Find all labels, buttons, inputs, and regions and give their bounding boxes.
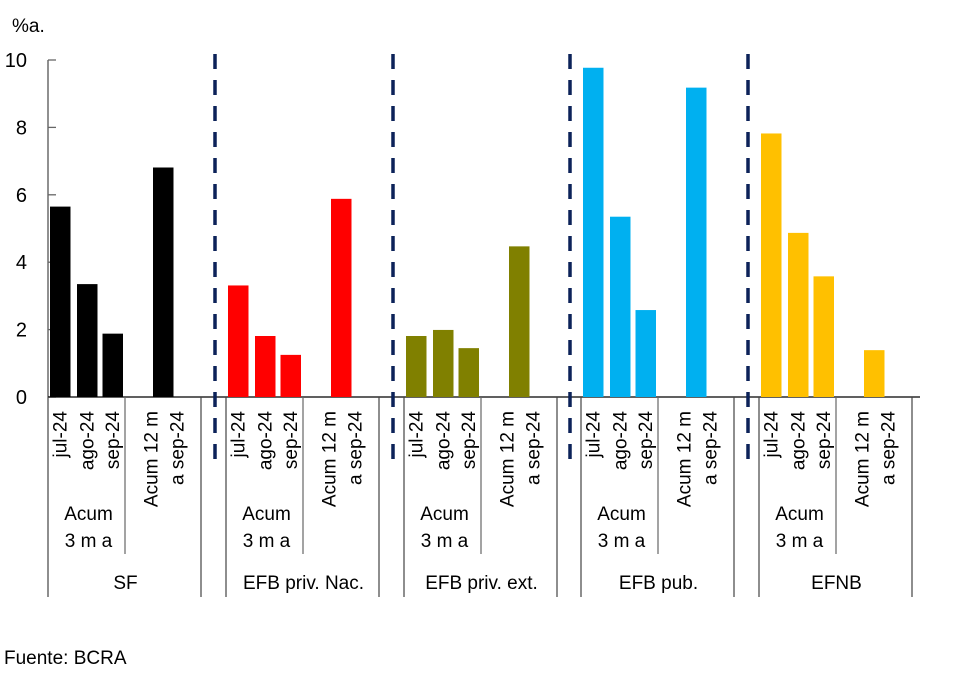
bar-2-3: [280, 354, 301, 397]
subgroup-label-acum3-line1: Acum: [64, 504, 113, 525]
x-tick-label-month: jul-24: [406, 411, 427, 459]
x-tick-label-month: sep-24: [814, 411, 835, 470]
bar-5-4: [864, 350, 885, 397]
bar-5-1: [761, 133, 782, 397]
x-tick-label-month: sep-24: [103, 411, 124, 470]
bar-3-3: [458, 348, 479, 397]
x-tick-label-month: jul-24: [50, 411, 71, 459]
group-label: EFB priv. ext.: [425, 573, 538, 594]
group-label: EFB pub.: [619, 573, 698, 594]
bar-4-3: [635, 310, 656, 397]
x-tick-label-acum12-line1: Acum 12 m: [674, 411, 695, 507]
subgroup-label-acum3-line2: 3 m a: [243, 531, 291, 552]
x-tick-label-acum12-line1: Acum 12 m: [319, 411, 340, 507]
y-tick-label: 0: [16, 387, 27, 409]
subgroup-label-acum3-line1: Acum: [775, 504, 824, 525]
bar-3-4: [509, 246, 530, 397]
bar-4-2: [610, 216, 631, 397]
y-tick-label: 2: [16, 320, 27, 342]
bar-1-2: [77, 284, 98, 397]
x-tick-label-month: jul-24: [583, 411, 604, 459]
bar-5-2: [788, 232, 809, 397]
x-tick-label-acum12-line1: Acum 12 m: [852, 411, 873, 507]
subgroup-label-acum3-line2: 3 m a: [776, 531, 824, 552]
bar-2-2: [255, 336, 276, 397]
subgroup-label-acum3-line2: 3 m a: [598, 531, 646, 552]
bar-1-1: [50, 206, 71, 397]
x-tick-label-acum12-line1: Acum 12 m: [497, 411, 518, 507]
y-tick-label: 8: [16, 117, 27, 139]
group-label: EFNB: [811, 573, 862, 594]
y-tick-label: 10: [5, 50, 27, 72]
x-tick-label-month: ago-24: [433, 411, 454, 471]
subgroup-label-acum3-line2: 3 m a: [421, 531, 469, 552]
x-tick-label-month: sep-24: [281, 411, 302, 470]
y-tick-label: 4: [16, 252, 27, 274]
x-tick-label-month: jul-24: [761, 411, 782, 459]
x-tick-label-month: ago-24: [77, 411, 98, 471]
x-tick-label-acum12-line1: Acum 12 m: [141, 411, 162, 507]
bar-4-4: [686, 87, 707, 397]
x-tick-label-month: ago-24: [255, 411, 276, 471]
x-tick-label-acum12-line2: a sep-24: [700, 411, 721, 485]
y-tick-label: 6: [16, 185, 27, 207]
bar-1-3: [102, 333, 123, 397]
x-tick-label-acum12-line2: a sep-24: [345, 411, 366, 485]
x-tick-label-month: ago-24: [788, 411, 809, 471]
x-tick-label-acum12-line2: a sep-24: [167, 411, 188, 485]
bar-3-2: [433, 329, 454, 397]
x-tick-label-acum12-line2: a sep-24: [878, 411, 899, 485]
bar-5-3: [813, 276, 834, 397]
group-label: SF: [113, 573, 137, 594]
bar-2-4: [331, 198, 352, 397]
y-axis-label: %a.: [12, 16, 45, 37]
subgroup-label-acum3-line2: 3 m a: [65, 531, 113, 552]
x-tick-label-month: sep-24: [636, 411, 657, 470]
subgroup-label-acum3-line1: Acum: [420, 504, 469, 525]
group-label: EFB priv. Nac.: [243, 573, 364, 594]
subgroup-label-acum3-line1: Acum: [242, 504, 291, 525]
x-tick-label-month: sep-24: [459, 411, 480, 470]
bar-2-1: [228, 285, 249, 397]
bar-4-1: [583, 67, 604, 397]
x-tick-label-acum12-line2: a sep-24: [523, 411, 544, 485]
x-tick-label-month: jul-24: [228, 411, 249, 459]
subgroup-label-acum3-line1: Acum: [597, 504, 646, 525]
bar-3-1: [406, 336, 427, 397]
bar-1-4: [153, 167, 174, 397]
source-note: Fuente: BCRA: [4, 648, 127, 669]
x-tick-label-month: ago-24: [610, 411, 631, 471]
